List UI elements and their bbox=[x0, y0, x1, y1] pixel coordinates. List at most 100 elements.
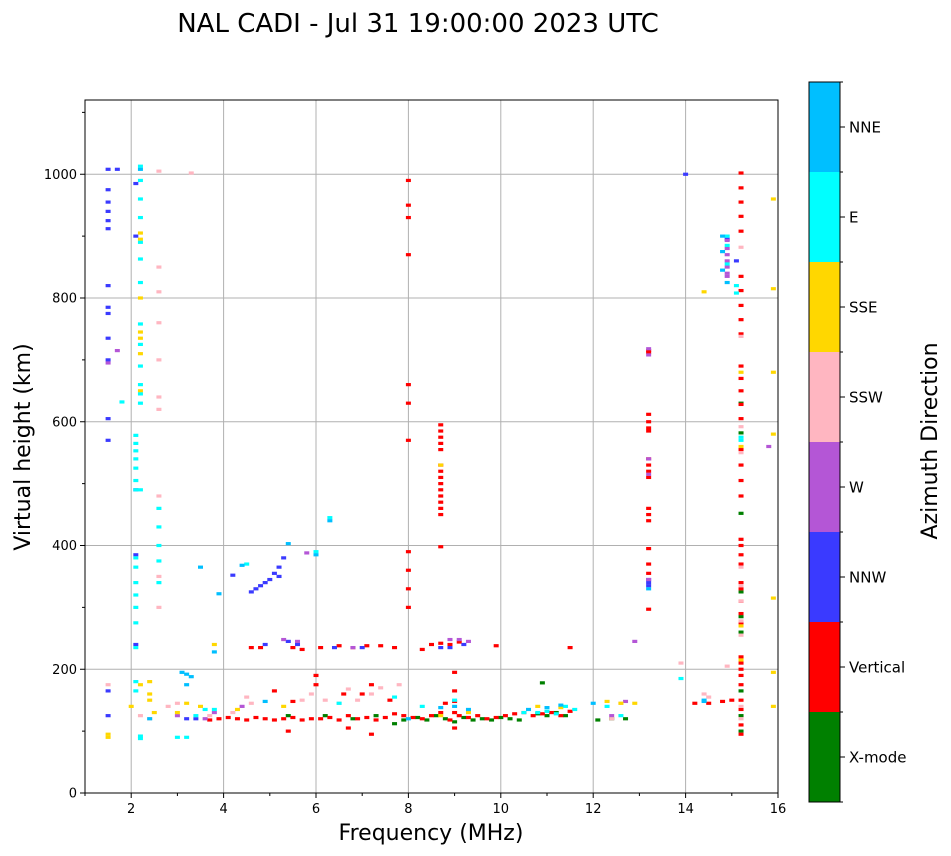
point-ssw bbox=[308, 692, 314, 696]
point-vertical bbox=[438, 441, 444, 446]
point-ssw bbox=[378, 686, 384, 690]
point-vertical bbox=[738, 364, 744, 368]
point-ssw bbox=[156, 395, 162, 399]
point-vertical bbox=[368, 683, 374, 687]
point-vertical bbox=[290, 715, 296, 720]
point-w bbox=[281, 637, 287, 642]
point-ssw bbox=[396, 683, 402, 687]
point-vertical bbox=[253, 715, 259, 720]
point-vertical bbox=[258, 645, 264, 650]
point-nne bbox=[646, 587, 652, 591]
colorbar-segment-nne bbox=[809, 82, 840, 172]
point-vertical bbox=[373, 718, 379, 722]
point-sse bbox=[147, 692, 153, 696]
point-vertical bbox=[646, 607, 652, 611]
point-vertical bbox=[438, 429, 444, 433]
point-ssw bbox=[368, 692, 374, 696]
point-sse bbox=[738, 624, 744, 628]
point-vertical bbox=[405, 215, 411, 220]
point-vertical bbox=[738, 171, 744, 175]
point-ssw bbox=[345, 687, 351, 691]
point-vertical bbox=[419, 717, 425, 721]
point-vertical bbox=[378, 644, 384, 648]
point-vertical bbox=[447, 718, 453, 722]
point-vertical bbox=[355, 717, 361, 721]
point-nnw bbox=[105, 167, 111, 171]
point-w bbox=[766, 444, 772, 449]
colorbar-label: Vertical bbox=[849, 659, 905, 677]
point-w bbox=[465, 639, 471, 644]
colorbar-label: SSW bbox=[849, 389, 883, 407]
point-e bbox=[156, 506, 162, 510]
point-ssw bbox=[738, 704, 744, 708]
point-vertical bbox=[438, 482, 444, 486]
point-e bbox=[137, 401, 143, 405]
point-nne bbox=[179, 670, 185, 674]
point-vertical bbox=[392, 645, 398, 650]
point-nnw bbox=[262, 581, 268, 585]
point-nnw bbox=[276, 574, 282, 579]
point-nnw bbox=[646, 581, 652, 585]
point-vertical bbox=[234, 717, 240, 721]
point-vertical bbox=[738, 478, 744, 483]
point-vertical bbox=[567, 709, 573, 713]
point-sse bbox=[465, 710, 471, 715]
point-vertical bbox=[438, 435, 444, 439]
point-vertical bbox=[405, 438, 411, 442]
point-e bbox=[133, 689, 139, 693]
point-sse bbox=[770, 432, 776, 436]
colorbar-label: X-mode bbox=[849, 749, 906, 767]
grid-lines bbox=[85, 100, 778, 793]
point-vertical bbox=[738, 200, 744, 204]
point-vertical bbox=[738, 732, 744, 736]
point-w bbox=[114, 348, 120, 353]
point-vertical bbox=[438, 506, 444, 510]
point-sse bbox=[738, 444, 744, 449]
point-vertical bbox=[738, 655, 744, 659]
point-vertical bbox=[262, 717, 268, 721]
point-vertical bbox=[475, 714, 481, 718]
chart-title: NAL CADI - Jul 31 19:00:00 2023 UTC bbox=[177, 9, 659, 39]
point-x-mode bbox=[738, 729, 744, 733]
point-vertical bbox=[285, 729, 291, 733]
colorbar-label: NNE bbox=[849, 119, 881, 137]
point-vertical bbox=[368, 732, 374, 736]
point-vertical bbox=[271, 689, 277, 693]
point-vertical bbox=[738, 661, 744, 665]
point-vertical bbox=[738, 417, 744, 421]
point-e bbox=[211, 707, 217, 712]
point-vertical bbox=[738, 214, 744, 218]
point-nnw bbox=[230, 573, 236, 577]
point-vertical bbox=[281, 717, 287, 721]
point-nnw bbox=[105, 284, 111, 288]
colorbar-segment-x-mode bbox=[809, 712, 840, 802]
point-w bbox=[105, 361, 111, 365]
point-vertical bbox=[216, 717, 222, 721]
point-vertical bbox=[438, 545, 444, 549]
point-vertical bbox=[738, 673, 744, 678]
point-nne bbox=[198, 565, 203, 569]
azimuth-colorbar: X-mode Vertical NNW W SSW SSE E NNE bbox=[808, 81, 906, 803]
point-e bbox=[133, 565, 139, 569]
point-e bbox=[133, 556, 139, 560]
point-vertical bbox=[738, 389, 744, 393]
point-ssw bbox=[738, 717, 744, 721]
colorbar-label: NNW bbox=[849, 569, 886, 587]
point-vertical bbox=[738, 494, 744, 498]
point-sse bbox=[137, 683, 143, 687]
point-x-mode bbox=[539, 681, 545, 685]
point-nnw bbox=[438, 645, 444, 650]
point-sse bbox=[174, 710, 180, 715]
point-w bbox=[304, 551, 310, 555]
point-vertical bbox=[738, 376, 744, 381]
point-e bbox=[133, 645, 139, 650]
x-axis-ticks: 2 4 6 8 10 12 14 16 bbox=[84, 793, 786, 817]
point-e bbox=[137, 197, 143, 201]
point-w bbox=[724, 259, 730, 263]
point-e bbox=[544, 709, 550, 713]
colorbar-label: E bbox=[849, 209, 858, 227]
point-nnw bbox=[295, 642, 301, 647]
point-nne bbox=[313, 553, 319, 557]
point-w bbox=[724, 271, 730, 275]
x-tick-label: 4 bbox=[219, 802, 227, 817]
